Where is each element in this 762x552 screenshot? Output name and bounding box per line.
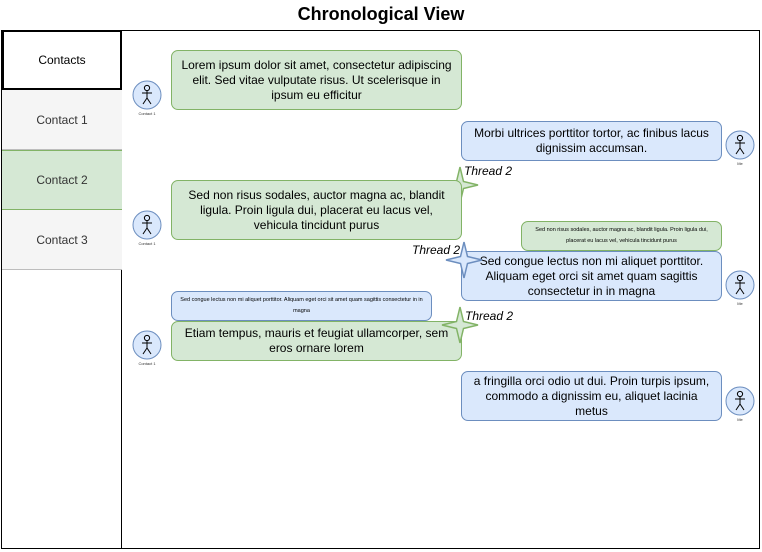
avatar-label: Contact 1 (138, 361, 156, 366)
me-avatar-1: Me (725, 130, 755, 166)
me-avatar-2: Me (725, 270, 755, 306)
person-icon (132, 210, 162, 240)
sidebar-item-contact-2[interactable]: Contact 2 (2, 150, 122, 210)
contact-avatar-1: Contact 1 (132, 80, 162, 116)
person-icon (132, 80, 162, 110)
contacts-sidebar: Contacts Contact 1 Contact 2 Contact 3 (1, 30, 122, 549)
thread-label: Thread 2 (412, 243, 461, 257)
thread-label: Thread 2 (465, 309, 514, 323)
me-avatar-3: Me (725, 386, 755, 422)
page-title: Chronological View (297, 4, 465, 24)
person-icon (725, 386, 755, 416)
sidebar-item-contact-1[interactable]: Contact 1 (2, 90, 122, 150)
contact-avatar-3: Contact 1 (132, 330, 162, 366)
thread-label: Thread 2 (464, 164, 513, 178)
person-icon (725, 270, 755, 300)
message-bubble: Morbi ultrices porttitor tortor, ac fini… (461, 121, 722, 161)
person-icon (132, 330, 162, 360)
avatar-label: Me (737, 417, 743, 422)
avatar-label: Contact 1 (138, 111, 156, 116)
thread-star-icon[interactable] (441, 306, 479, 344)
message-bubble: Lorem ipsum dolor sit amet, consectetur … (171, 50, 462, 110)
person-icon (725, 130, 755, 160)
message-bubble: Sed non risus sodales, auctor magna ac, … (171, 180, 462, 240)
sidebar-item-contact-3[interactable]: Contact 3 (2, 210, 122, 270)
message-bubble: a fringilla orci odio ut dui. Proin turp… (461, 371, 722, 421)
quoted-message: Sed congue lectus non mi aliquet porttit… (171, 291, 432, 321)
avatar-label: Me (737, 161, 743, 166)
avatar-label: Contact 1 (138, 241, 156, 246)
message-bubble: Etiam tempus, mauris et feugiat ullamcor… (171, 321, 462, 361)
thread-star-icon[interactable] (445, 241, 483, 279)
message-bubble: Sed congue lectus non mi aliquet porttit… (461, 251, 722, 301)
contact-avatar-2: Contact 1 (132, 210, 162, 246)
contacts-header: Contacts (2, 30, 122, 90)
main-frame (1, 30, 760, 549)
avatar-label: Me (737, 301, 743, 306)
quoted-message: Sed non risus sodales, auctor magna ac, … (521, 221, 722, 251)
